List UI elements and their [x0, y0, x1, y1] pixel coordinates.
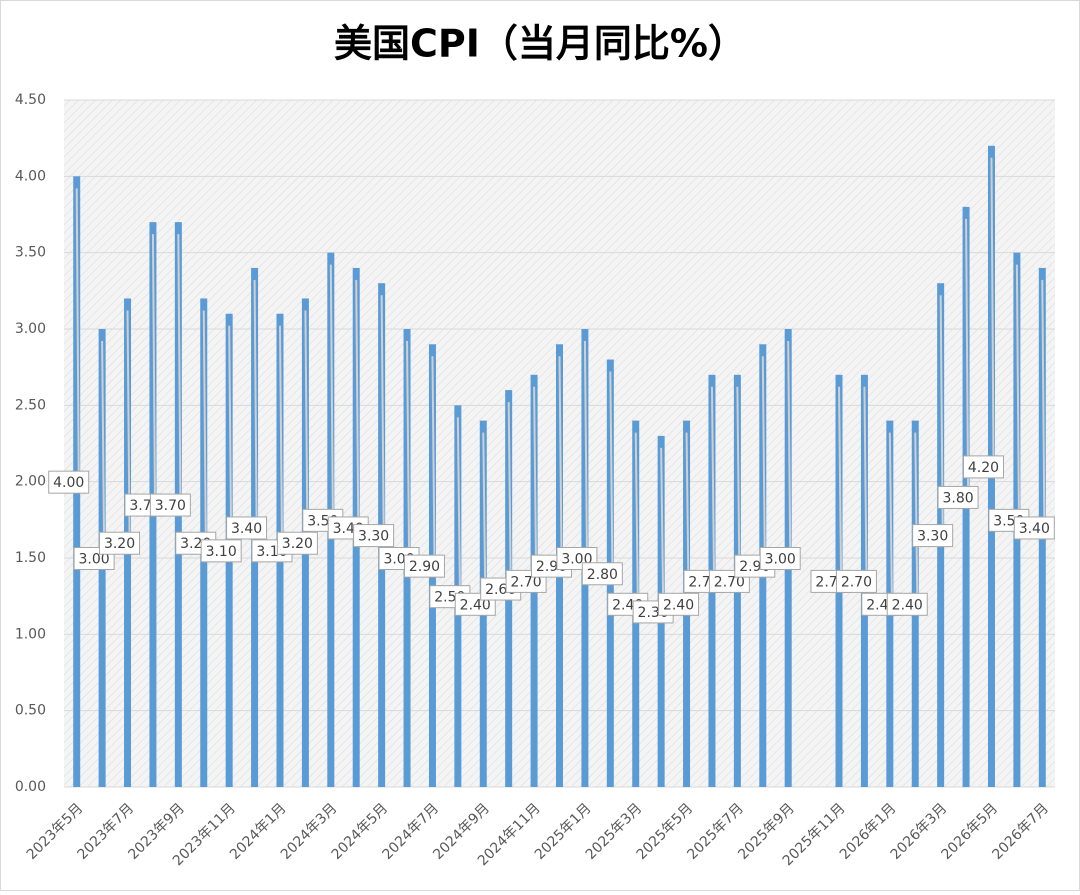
leader-line — [355, 279, 360, 517]
data-label: 3.20 — [282, 536, 313, 552]
data-label: 3.40 — [231, 521, 262, 537]
data-label-box — [835, 569, 877, 593]
leader-line — [660, 447, 665, 601]
data-label: 4.00 — [53, 475, 84, 491]
data-label-box — [962, 455, 1004, 479]
data-label: 4.20 — [968, 460, 999, 476]
leader-line — [990, 157, 995, 456]
leader-line — [787, 340, 792, 548]
leader-line — [329, 264, 334, 510]
y-tick-label: 0.50 — [15, 703, 46, 719]
data-label: 2.90 — [409, 559, 440, 575]
data-label-box — [581, 562, 623, 586]
y-tick-label: 1.00 — [15, 626, 46, 642]
data-label: 2.40 — [663, 597, 694, 613]
data-label-box — [48, 470, 90, 494]
y-tick-label: 3.50 — [15, 245, 46, 261]
data-label-box — [937, 485, 979, 509]
leader-line — [380, 295, 385, 525]
data-label: 3.30 — [917, 529, 948, 545]
leader-line — [914, 432, 919, 594]
data-label: 2.80 — [587, 567, 618, 583]
leader-line — [278, 325, 283, 540]
leader-line — [304, 310, 309, 533]
y-tick-label: 4.00 — [15, 168, 46, 184]
y-tick-label: 4.50 — [15, 92, 46, 108]
leader-line — [965, 218, 970, 487]
data-label-box — [149, 493, 191, 517]
data-label: 3.40 — [1019, 521, 1050, 537]
leader-line — [736, 386, 741, 571]
data-label: 3.10 — [206, 544, 237, 560]
data-label: 2.70 — [511, 574, 542, 590]
leader-line — [507, 402, 512, 579]
y-tick-label: 1.50 — [15, 550, 46, 566]
data-label: 2.40 — [892, 597, 923, 613]
leader-line — [609, 371, 614, 563]
data-label: 3.20 — [104, 536, 135, 552]
y-tick-label: 0.00 — [15, 779, 46, 795]
leader-line — [151, 234, 156, 495]
leader-line — [456, 417, 461, 586]
leader-line — [888, 432, 893, 594]
y-tick-label: 2.50 — [15, 397, 46, 413]
leader-line — [685, 432, 690, 594]
leader-line — [558, 356, 563, 556]
data-label-box — [200, 539, 242, 563]
leader-line — [482, 432, 487, 594]
leader-line — [710, 386, 715, 571]
data-label: 3.70 — [155, 498, 186, 514]
data-label-box — [658, 592, 700, 616]
leader-line — [583, 340, 588, 548]
chart-title: 美国CPI（当月同比%） — [334, 22, 746, 66]
leader-line — [101, 340, 106, 548]
data-label-box — [276, 531, 318, 555]
data-label-box — [99, 531, 141, 555]
data-label-box — [403, 554, 445, 578]
leader-line — [228, 325, 233, 540]
data-label: 3.00 — [79, 552, 110, 568]
y-tick-label: 2.00 — [15, 474, 46, 490]
data-label: 2.40 — [460, 597, 491, 613]
data-label: 2.70 — [841, 574, 872, 590]
data-label: 3.80 — [942, 490, 973, 506]
leader-line — [202, 310, 207, 533]
data-label-box — [353, 524, 395, 548]
data-label-box — [912, 524, 954, 548]
data-label-box — [1013, 516, 1055, 540]
data-label: 2.70 — [714, 574, 745, 590]
leader-line — [253, 279, 258, 517]
data-label-box — [226, 516, 268, 540]
data-label: 3.00 — [765, 552, 796, 568]
y-tick-label: 3.00 — [15, 321, 46, 337]
leader-line — [533, 386, 538, 571]
leader-line — [1015, 264, 1020, 510]
leader-line — [406, 340, 411, 548]
leader-line — [863, 386, 868, 571]
leader-line — [634, 432, 639, 594]
leader-line — [177, 234, 182, 495]
leader-line — [75, 188, 80, 472]
leader-line — [431, 356, 436, 556]
leader-line — [838, 386, 843, 571]
leader-line — [1041, 279, 1046, 517]
data-label-box — [759, 547, 801, 570]
data-label: 3.30 — [358, 529, 389, 545]
leader-line — [761, 356, 766, 556]
data-label-box — [886, 592, 928, 616]
